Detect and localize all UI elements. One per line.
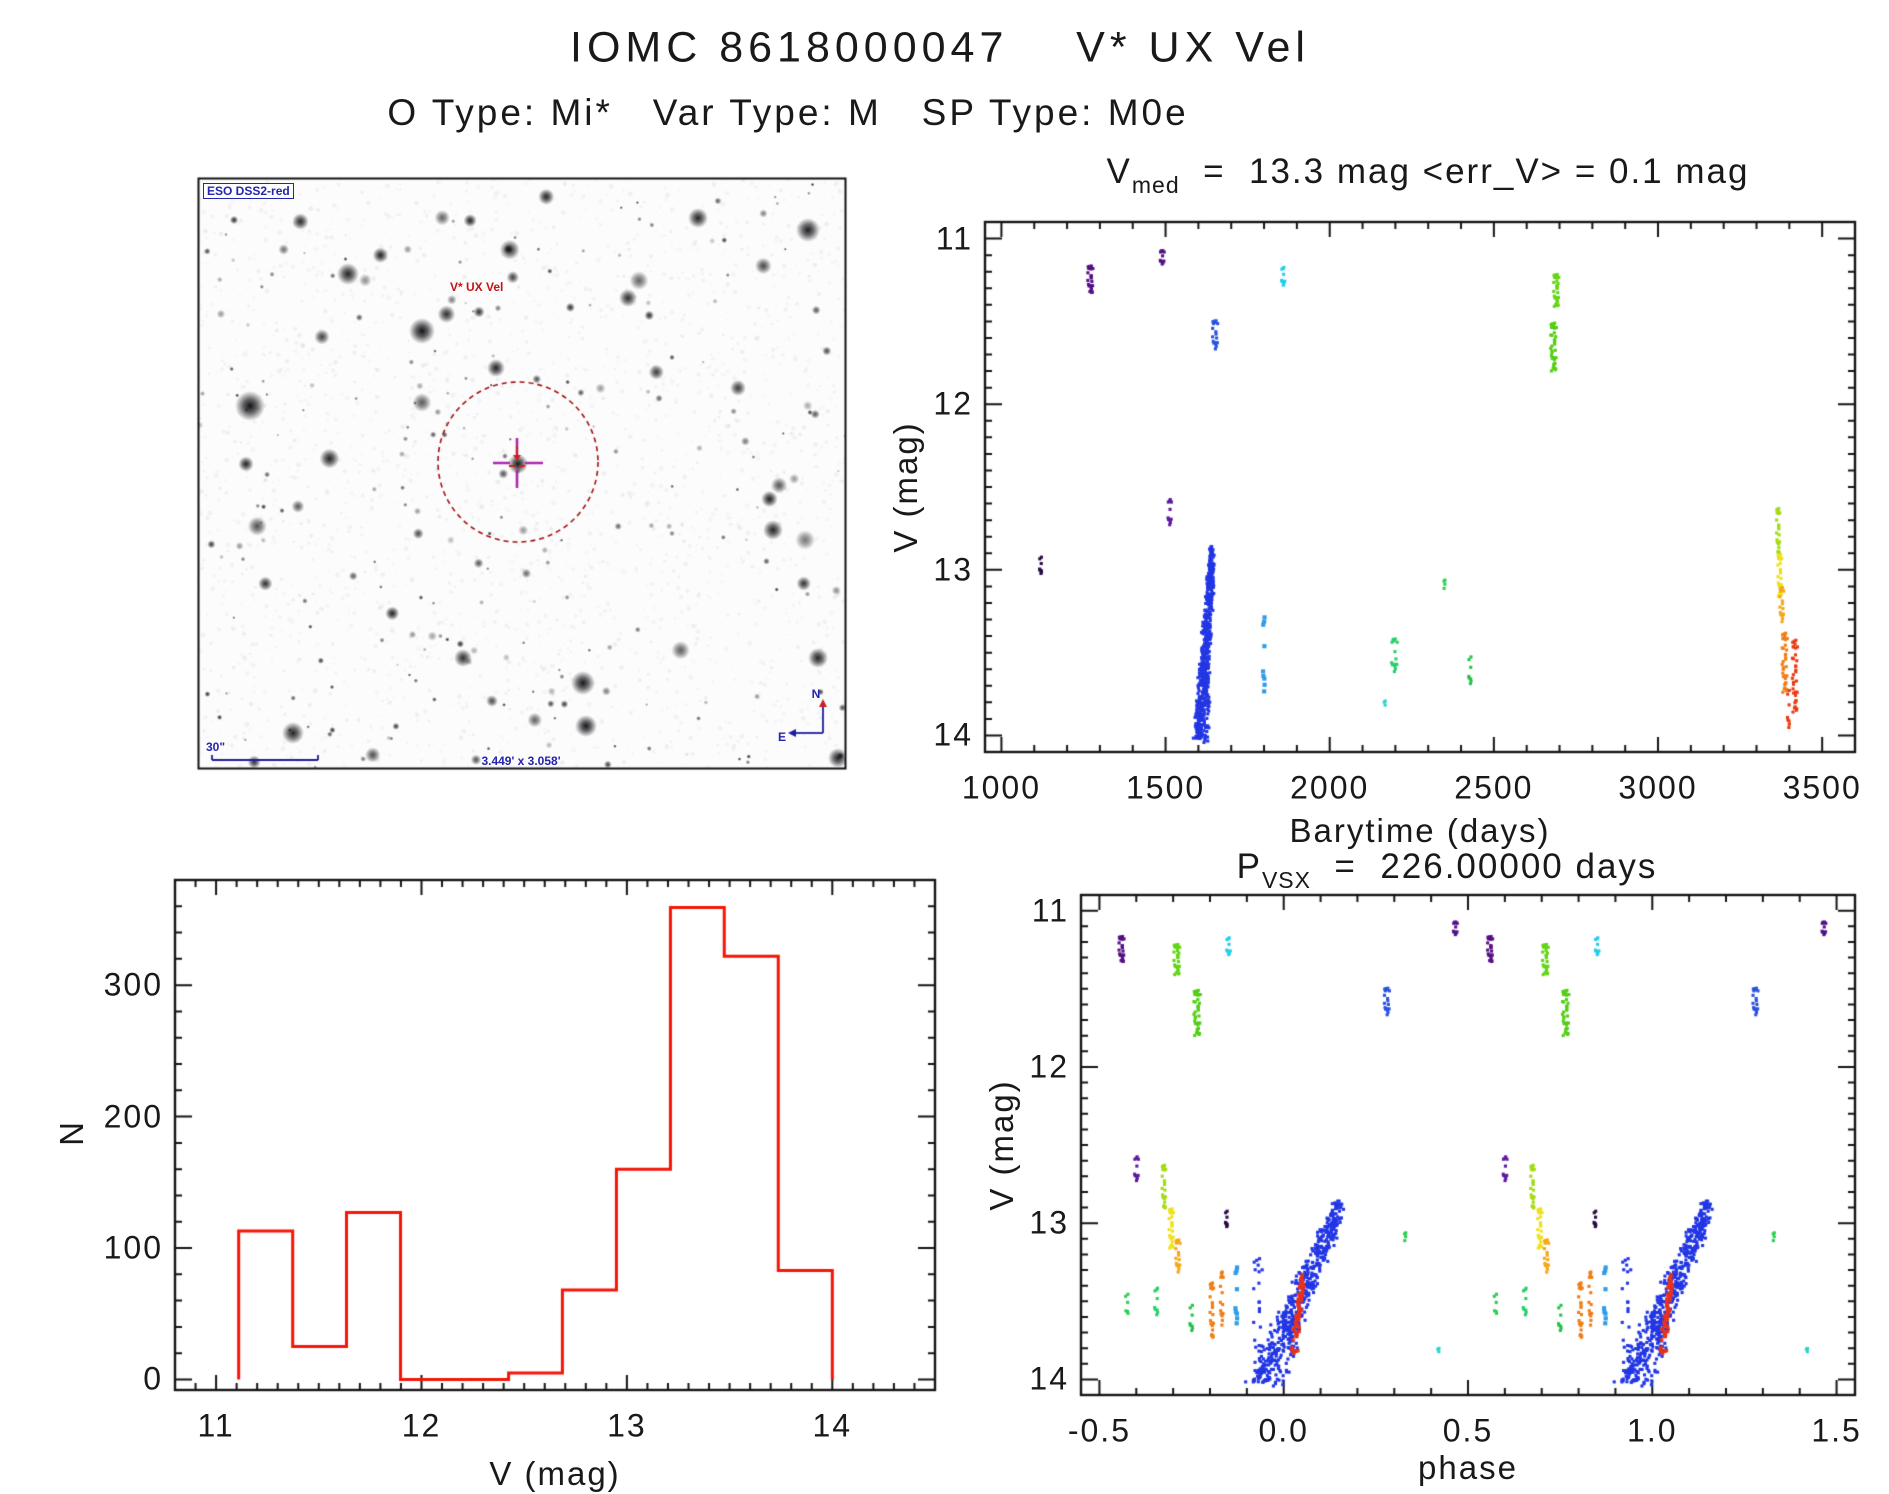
lightcurve-yaxis-label: V (mag) xyxy=(887,421,924,553)
tick-label: 1.0 xyxy=(1627,1412,1678,1449)
compass-north-label: N xyxy=(811,687,821,701)
tick-label: 11 xyxy=(1031,892,1069,929)
tick-label: 2500 xyxy=(1454,769,1534,806)
compass-east-label: E xyxy=(777,730,787,744)
fov-label: 3.449' x 3.058' xyxy=(481,754,561,768)
tick-label: 13 xyxy=(607,1407,647,1444)
target-label: V* UX Vel xyxy=(450,280,504,294)
tick-label: 0 xyxy=(143,1360,163,1397)
tick-label: 13 xyxy=(933,551,973,588)
lightcurve-title-rest: = 13.3 mag <err_V> = 0.1 mag xyxy=(1179,152,1750,191)
tick-label: 12 xyxy=(1029,1048,1069,1085)
lightcurve-title-subscript: med xyxy=(1131,172,1180,198)
phase-xaxis-label: phase xyxy=(1418,1449,1518,1486)
phase-title-subscript: VSX xyxy=(1261,867,1311,893)
survey-label: ESO DSS2-red xyxy=(203,183,294,199)
histogram-xaxis-label: V (mag) xyxy=(489,1455,621,1492)
tick-label: 13 xyxy=(1029,1204,1069,1241)
lightcurve-xaxis-label: Barytime (days) xyxy=(1289,812,1551,849)
lightcurve-title-base: V xyxy=(1106,152,1132,191)
tick-label: 300 xyxy=(103,966,163,1003)
tick-label: 1000 xyxy=(961,769,1041,806)
tick-label: 2000 xyxy=(1290,769,1370,806)
tick-label: 3500 xyxy=(1782,769,1862,806)
tick-label: -0.5 xyxy=(1067,1412,1131,1449)
tick-label: 1.5 xyxy=(1811,1412,1862,1449)
histogram-yaxis-label: N xyxy=(53,1120,90,1146)
scale-bar-label: 30" xyxy=(206,740,226,754)
tick-label: 0.5 xyxy=(1442,1412,1494,1449)
phase-title-rest: = 226.00000 days xyxy=(1310,847,1658,886)
page-subtitle: O Type: Mi* Var Type: M SP Type: M0e xyxy=(387,92,1189,133)
tick-label: 200 xyxy=(103,1098,163,1135)
tick-label: 11 xyxy=(197,1407,235,1444)
tick-label: 12 xyxy=(933,385,973,422)
lightcurve-title: Vmed = 13.3 mag <err_V> = 0.1 mag xyxy=(1106,152,1750,198)
page-title: IOMC 8618000047 V* UX Vel xyxy=(570,23,1310,72)
tick-label: 14 xyxy=(812,1407,853,1444)
tick-label: 100 xyxy=(103,1229,163,1266)
phase-title-base: P xyxy=(1236,847,1262,886)
tick-label: 11 xyxy=(935,220,973,257)
tick-label: 0.0 xyxy=(1258,1412,1309,1449)
phase-yaxis-label: V (mag) xyxy=(983,1079,1020,1211)
phase-title: PVSX = 226.00000 days xyxy=(1236,847,1658,893)
tick-label: 14 xyxy=(1029,1360,1069,1397)
tick-label: 12 xyxy=(401,1407,442,1444)
tick-label: 14 xyxy=(933,716,973,753)
tick-label: 1500 xyxy=(1125,769,1206,806)
tick-label: 3000 xyxy=(1618,769,1698,806)
